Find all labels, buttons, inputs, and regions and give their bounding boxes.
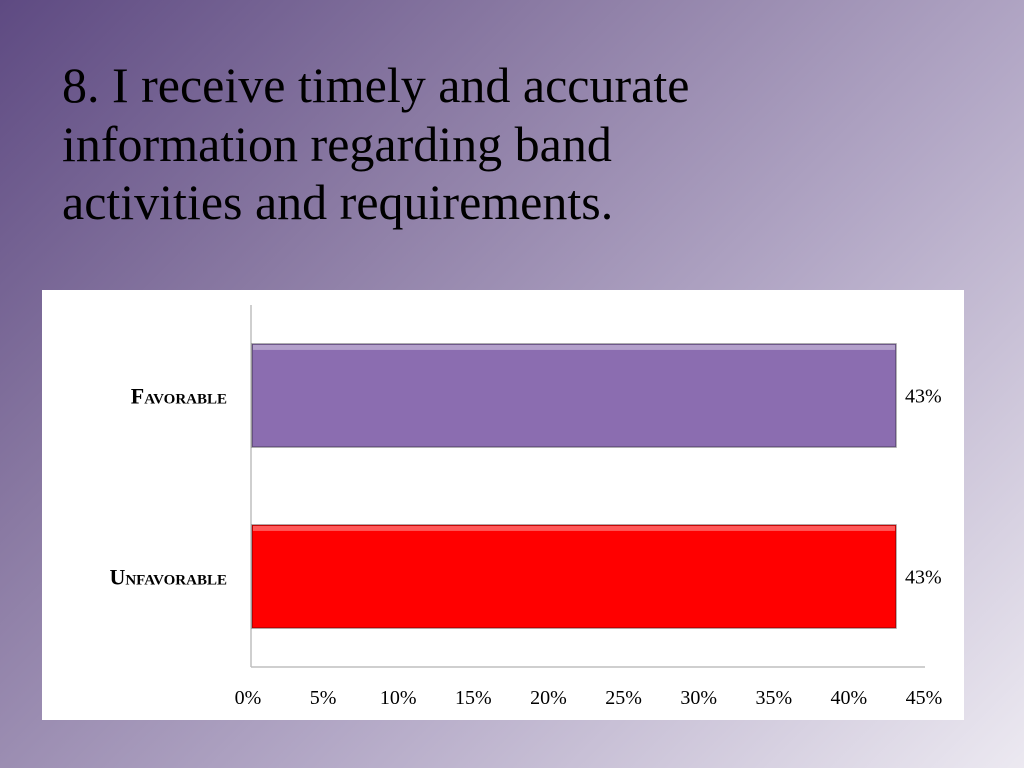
x-tick-label: 45%: [906, 687, 943, 709]
data-label-favorable: 43%: [905, 386, 942, 408]
bar-favorable: [251, 343, 897, 448]
x-tick-label: 35%: [755, 687, 792, 709]
x-tick-label: 30%: [680, 687, 717, 709]
chart-panel: Favorable 43% Unfavorable 43% 0% 5% 10% 15% 20% 2…: [42, 290, 964, 720]
x-tick-label: 25%: [605, 687, 642, 709]
x-tick-label: 5%: [310, 687, 337, 709]
bar-highlight-favorable: [253, 344, 896, 350]
bar-highlight-unfavorable: [253, 525, 896, 531]
x-tick-label: 15%: [455, 687, 492, 709]
x-tick-label: 0%: [235, 687, 262, 709]
slide-title: 8. I receive timely and accurate informa…: [62, 57, 690, 230]
category-label-unfavorable: Unfavorable: [109, 565, 227, 590]
x-tick-label: 20%: [530, 687, 567, 709]
data-label-unfavorable: 43%: [905, 567, 942, 589]
bar-unfavorable: [251, 524, 897, 629]
category-label-favorable: Favorable: [131, 384, 227, 409]
x-tick-label: 10%: [380, 687, 417, 709]
bar-chart: Favorable 43% Unfavorable 43% 0% 5% 10% 15% 20% 2…: [109, 305, 943, 709]
x-tick-label: 40%: [831, 687, 868, 709]
